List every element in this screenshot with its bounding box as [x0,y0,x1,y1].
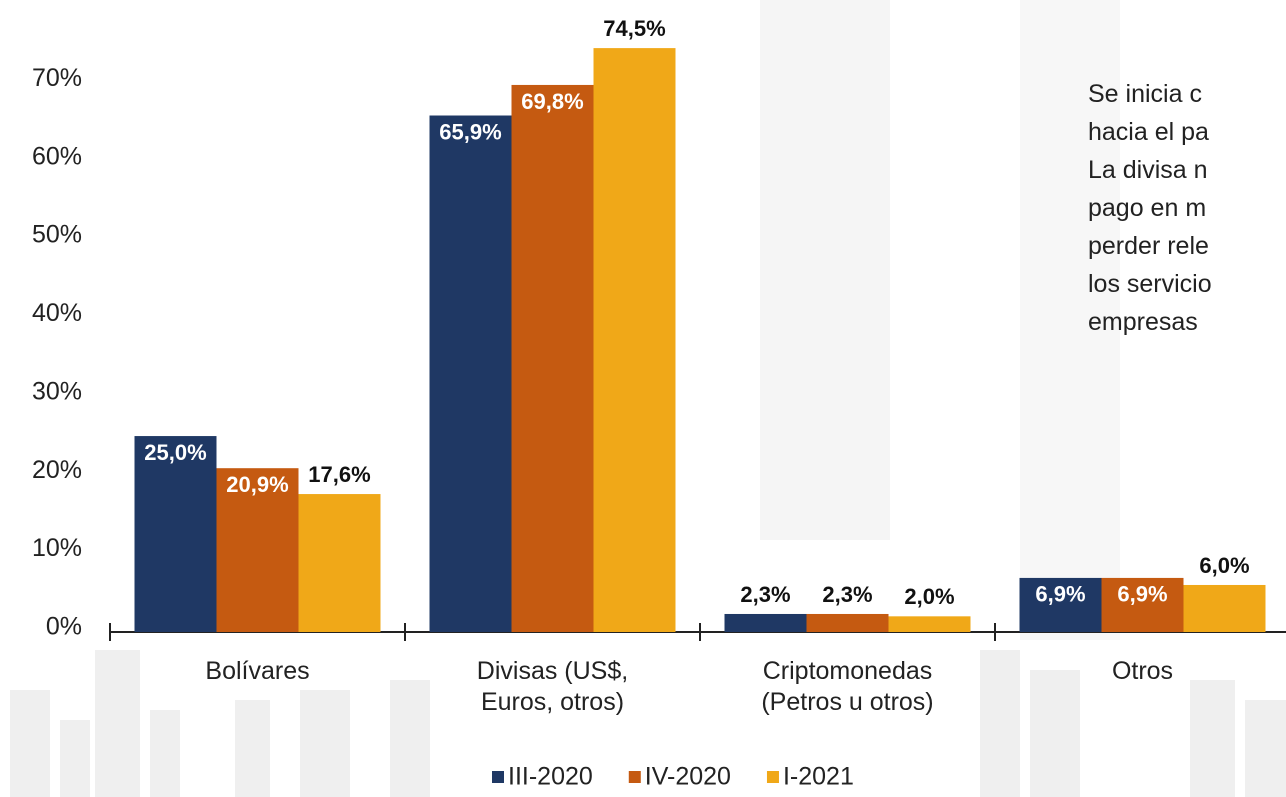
x-tick-label: Criptomonedas (Petros u otros) [733,656,963,718]
value-label: 17,6% [308,462,370,487]
bar [1184,585,1266,632]
legend-swatch [492,771,504,783]
bar [807,614,889,632]
bar [430,116,512,632]
y-tick-label: 0% [46,613,82,641]
bar [135,436,217,632]
value-label: 2,3% [740,582,790,607]
annotation-line: hacia el pa [1088,118,1209,147]
value-label: 6,9% [1117,582,1167,607]
value-label: 2,3% [822,582,872,607]
annotation-line: empresas [1088,308,1198,337]
legend-swatch [629,771,641,783]
value-label: 69,8% [521,89,583,114]
annotation-line: La divisa n [1088,156,1208,185]
legend-label: III-2020 [508,763,593,791]
annotation-line: perder rele [1088,232,1209,261]
legend-label: IV-2020 [645,763,731,791]
y-tick-label: 50% [32,221,82,249]
page: 0% 10% 20% 30% 40% 50% 60% 70% 25,0% 20,9% 17,6% 65… [0,0,1286,797]
value-label: 6,9% [1035,582,1085,607]
x-tick-label: Bolívares [143,656,373,687]
legend-swatch [767,771,779,783]
y-tick-label: 10% [32,534,82,562]
annotation-line: los servicio [1088,270,1212,299]
value-label: 65,9% [439,119,501,144]
x-tick-label: Divisas (US$, Euros, otros) [438,656,668,718]
value-label: 20,9% [226,472,288,497]
value-label: 25,0% [144,440,206,465]
bar [889,616,971,632]
y-tick-label: 60% [32,142,82,170]
value-label: 74,5% [603,16,665,41]
annotation-line: Se inicia c [1088,80,1202,109]
bar [512,85,594,632]
value-label: 6,0% [1199,553,1249,578]
y-tick-label: 30% [32,377,82,405]
x-tick-label: Otros [1028,656,1258,687]
y-tick-label: 40% [32,299,82,327]
bar [594,48,676,632]
value-label: 2,0% [904,584,954,609]
y-tick-label: 70% [32,64,82,92]
y-tick-label: 20% [32,456,82,484]
annotation-line: pago en m [1088,194,1206,223]
bar [299,494,381,632]
legend-label: I-2021 [783,763,854,791]
bar [725,614,807,632]
